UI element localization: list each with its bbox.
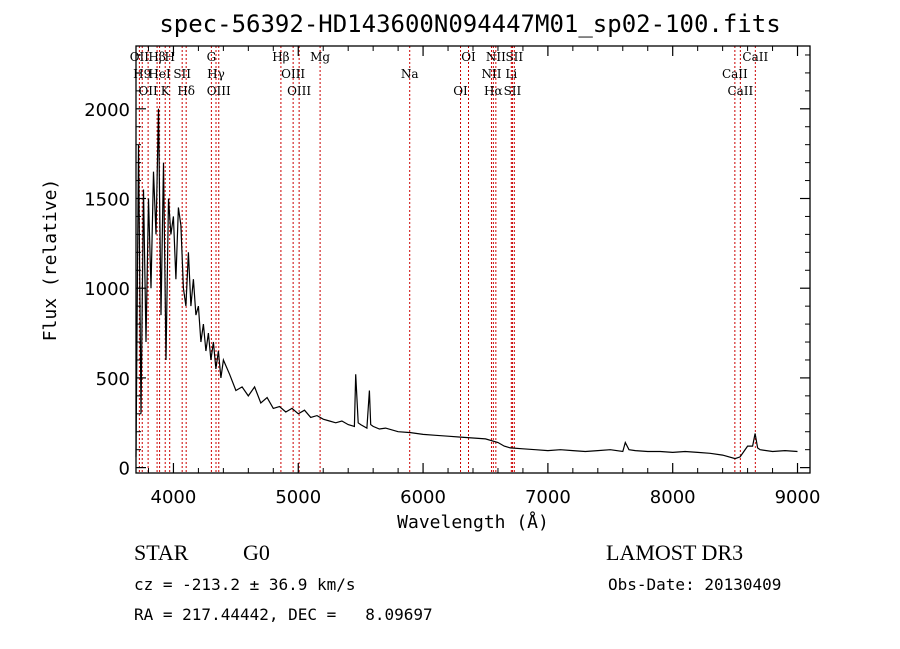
line-label: OIII bbox=[287, 84, 311, 98]
line-label: Li bbox=[505, 67, 517, 81]
emission-line-labels: OIIH9OIIHβHeIKHSIIHδGHγOIIIHβOIIIOIIIMgN… bbox=[130, 50, 769, 98]
y-axis: 0 500 1000 1500 2000 bbox=[84, 54, 810, 480]
line-label: CaII bbox=[722, 67, 748, 81]
line-label: OII bbox=[130, 50, 150, 64]
y-axis-label: Flux (relative) bbox=[40, 179, 61, 342]
line-label: Hβ bbox=[148, 50, 165, 64]
line-label: Hα bbox=[484, 84, 503, 98]
spectrum-line bbox=[135, 108, 798, 460]
observation-date: Obs-Date: 20130409 bbox=[608, 575, 781, 594]
line-label: OII bbox=[138, 84, 158, 98]
chart-title: spec-56392-HD143600N094447M01_sp02-100.f… bbox=[159, 10, 780, 38]
line-label: NII bbox=[486, 50, 506, 64]
x-tick-label: 5000 bbox=[275, 487, 321, 508]
x-axis-label: Wavelength (Å) bbox=[397, 511, 549, 533]
survey-name: LAMOST DR3 bbox=[606, 540, 743, 565]
x-axis: 4000 5000 6000 7000 8000 9000 bbox=[147, 46, 821, 508]
x-tick-label: 8000 bbox=[650, 487, 696, 508]
line-label: Na bbox=[401, 67, 419, 81]
line-label: HeI bbox=[148, 67, 171, 81]
line-label: SII bbox=[504, 84, 522, 98]
line-label: K bbox=[161, 84, 171, 98]
line-label: Hδ bbox=[177, 84, 195, 98]
x-tick-label: 4000 bbox=[151, 487, 197, 508]
emission-line-markers bbox=[138, 46, 756, 473]
y-tick-label: 500 bbox=[96, 369, 130, 390]
object-type: STAR bbox=[134, 540, 189, 565]
line-label: SII bbox=[505, 50, 523, 64]
line-label: OI bbox=[461, 50, 476, 64]
line-label: Hβ bbox=[272, 50, 289, 64]
y-tick-label: 0 bbox=[119, 459, 130, 480]
y-tick-label: 1000 bbox=[84, 279, 130, 300]
x-tick-label: 9000 bbox=[775, 487, 821, 508]
line-label: Mg bbox=[310, 50, 330, 64]
line-label: OI bbox=[453, 84, 468, 98]
line-label: NII bbox=[481, 67, 501, 81]
line-label: G bbox=[207, 50, 217, 64]
plot-frame bbox=[135, 45, 811, 474]
line-label: Hγ bbox=[207, 67, 225, 81]
coordinates: RA = 217.44442, DEC = 8.09697 bbox=[134, 605, 433, 624]
line-label: SII bbox=[173, 67, 191, 81]
line-label: OIII bbox=[207, 84, 231, 98]
y-tick-label: 2000 bbox=[84, 100, 130, 121]
x-tick-label: 6000 bbox=[400, 487, 446, 508]
line-label: CaII bbox=[742, 50, 768, 64]
line-label: OIII bbox=[281, 67, 305, 81]
object-subclass: G0 bbox=[243, 540, 270, 565]
line-label: H bbox=[164, 50, 174, 64]
redshift-velocity: cz = -213.2 ± 36.9 km/s bbox=[134, 575, 356, 594]
y-tick-label: 1500 bbox=[84, 190, 130, 211]
line-label: CaII bbox=[727, 84, 753, 98]
line-label: H9 bbox=[133, 67, 151, 81]
x-tick-label: 7000 bbox=[525, 487, 571, 508]
